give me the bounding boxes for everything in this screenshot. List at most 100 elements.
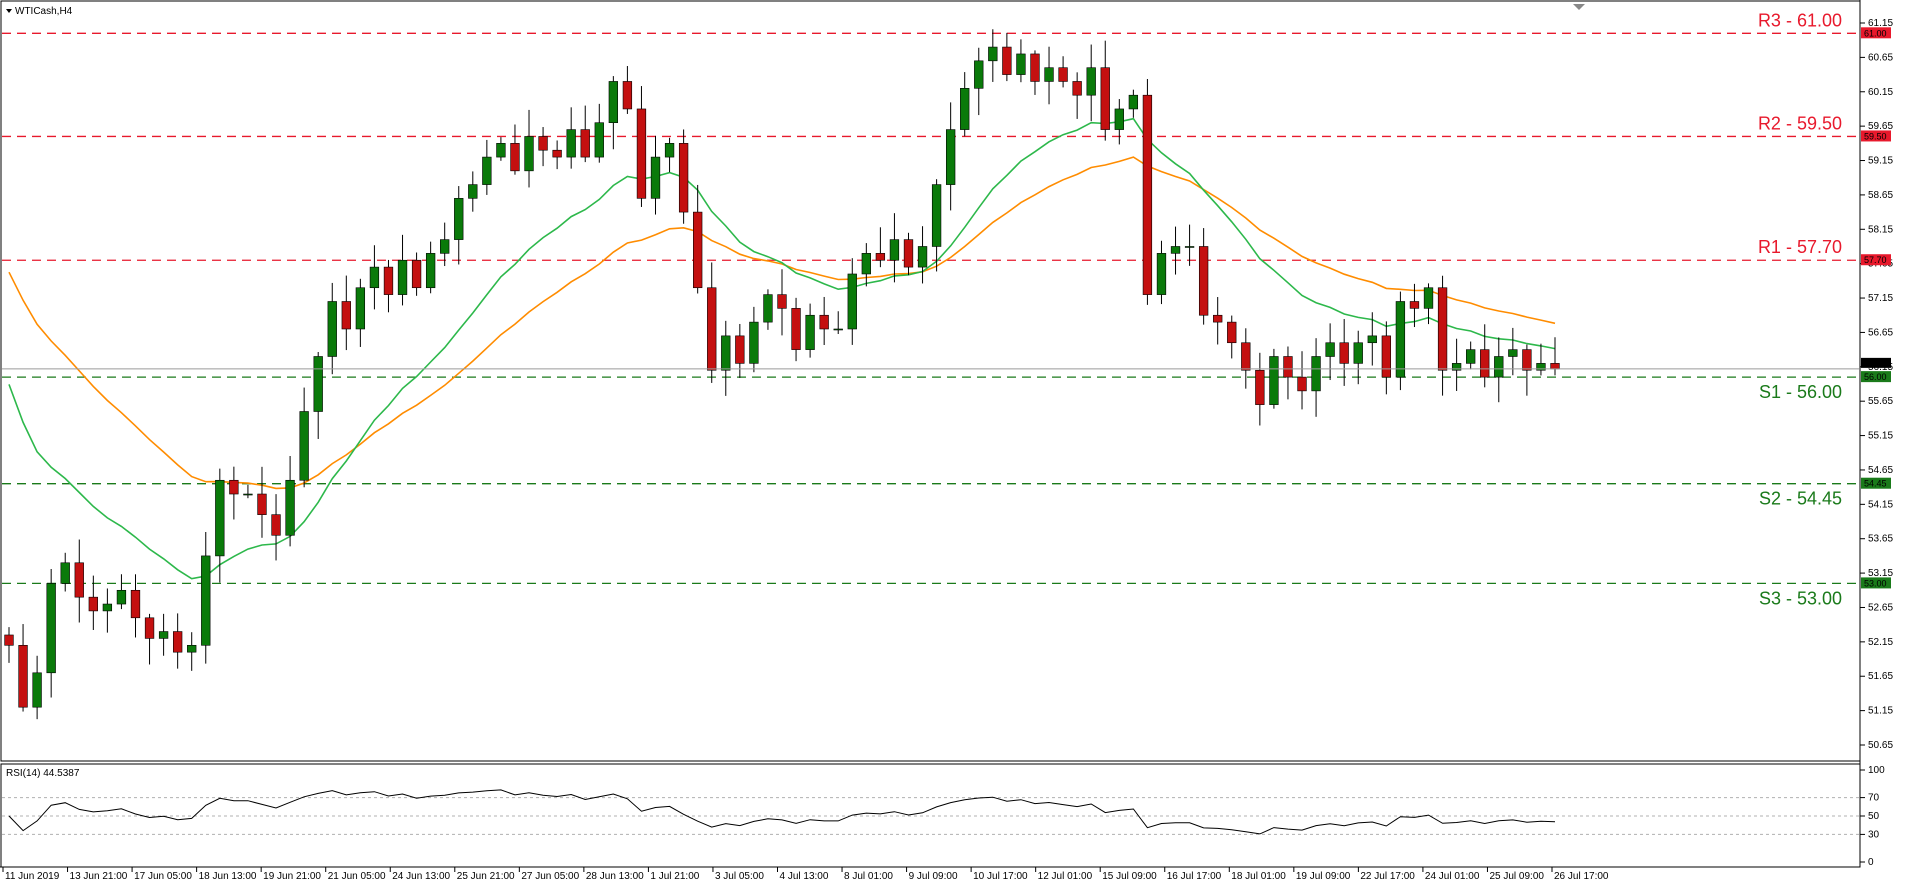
rsi-y-tick-label: 70 [1868, 793, 1880, 804]
candle-body [988, 46, 998, 62]
candle-body [60, 562, 70, 584]
candle-body [369, 266, 380, 289]
rsi-y-tick-label: 30 [1868, 829, 1880, 840]
x-tick-label: 24 Jun 13:00 [392, 871, 450, 882]
candle-body [1353, 342, 1363, 364]
candle-body [116, 589, 127, 605]
candle-body [608, 81, 619, 124]
candle-body [1198, 246, 1209, 316]
y-tick-label: 51.65 [1868, 671, 1893, 682]
candle-body [468, 184, 478, 199]
candle-body [18, 644, 28, 708]
candle-body [960, 88, 970, 130]
x-tick-label: 4 Jul 13:00 [780, 871, 829, 882]
candle-body [1241, 342, 1251, 371]
y-tick-label: 53.15 [1868, 568, 1893, 579]
candle-body [819, 314, 829, 330]
y-tick-label: 60.15 [1868, 87, 1893, 98]
x-tick-label: 21 Jun 05:00 [328, 871, 386, 882]
candle-body [172, 631, 183, 653]
candle-body [74, 562, 84, 598]
y-tick-label: 53.65 [1868, 534, 1893, 545]
candle-body [144, 617, 155, 639]
x-tick-label: 22 Jul 17:00 [1360, 871, 1415, 882]
x-tick-label: 19 Jul 09:00 [1296, 871, 1351, 882]
level-price-tag [1861, 577, 1891, 589]
candle-body [1030, 53, 1040, 82]
candle-body [355, 287, 366, 330]
candle-body [777, 294, 787, 309]
candle-body [664, 143, 675, 158]
x-tick-label: 16 Jul 17:00 [1167, 871, 1222, 882]
candle-body [130, 589, 141, 619]
time-axis: 11 Jun 2019 13 Jun 21:00 17 Jun 05:00 18 Ju… [0, 866, 1860, 882]
x-tick-label: 12 Jul 01:00 [1038, 871, 1093, 882]
candle-body [1367, 335, 1377, 344]
candle-body [1325, 342, 1335, 357]
x-tick-label: 11 Jun 2019 [5, 871, 60, 882]
candle-body [636, 108, 647, 199]
x-tick-label: 13 Jun 21:00 [70, 871, 128, 882]
x-tick-label: 8 Jul 01:00 [844, 871, 893, 882]
candle-body [1170, 246, 1181, 254]
x-tick-label: 25 Jun 21:00 [457, 871, 515, 882]
y-tick-label: 54.15 [1868, 499, 1893, 510]
moving-averages [8, 117, 1556, 580]
x-tick-label: 18 Jul 01:00 [1231, 871, 1286, 882]
candle-body [1128, 94, 1139, 110]
candle-body [510, 143, 520, 172]
candle-body [1213, 314, 1223, 323]
level-price-tag-label: 59.50 [1864, 131, 1887, 141]
candle-body [102, 603, 113, 612]
candle-body [32, 672, 42, 708]
level-price-tag [1861, 371, 1891, 383]
candle-body [917, 246, 928, 268]
x-tick-label: 3 Jul 05:00 [715, 871, 764, 882]
y-tick-label: 60.65 [1868, 52, 1893, 63]
candles [2, 29, 1859, 720]
candle-body [1339, 342, 1349, 364]
candle-body [46, 583, 56, 674]
y-tick-label: 55.15 [1868, 431, 1893, 442]
candle-body [552, 149, 562, 158]
y-tick-label: 54.65 [1868, 465, 1893, 476]
candle-body [1508, 349, 1518, 357]
candle-body [1437, 287, 1448, 371]
candle-body [1466, 349, 1476, 364]
candle-body [833, 328, 843, 331]
x-tick-label: 27 Jun 05:00 [521, 871, 579, 882]
candle-body [327, 301, 337, 357]
candle-body [187, 644, 197, 653]
candle-body [889, 239, 900, 261]
candle-body [622, 81, 633, 110]
x-tick-label: 25 Jul 09:00 [1489, 871, 1544, 882]
ma-slow-line [8, 156, 1556, 490]
level-label: R2 - 59.50 [1758, 113, 1842, 133]
x-tick-label: 28 Jun 13:00 [586, 871, 644, 882]
y-tick-label: 52.65 [1868, 602, 1893, 613]
candle-body [411, 259, 422, 289]
candle-body [594, 122, 604, 158]
candle-body [974, 60, 984, 89]
candle-body [1269, 356, 1279, 405]
level-price-tag [1861, 27, 1891, 39]
candle-body [1451, 363, 1462, 371]
candle-body [650, 156, 661, 199]
rsi-y-tick-label: 0 [1868, 857, 1874, 868]
candle-body [243, 493, 253, 496]
level-price-tag [1861, 477, 1891, 489]
x-tick-label: 18 Jun 13:00 [199, 871, 257, 882]
candle-body [1044, 67, 1054, 82]
candle-body [1550, 363, 1560, 370]
candle-body [1255, 369, 1265, 405]
x-tick-label: 1 Jul 21:00 [650, 871, 699, 882]
candle-body [1100, 67, 1110, 130]
y-tick-label: 55.65 [1868, 396, 1893, 407]
chart-menu-triangle-icon[interactable] [6, 9, 12, 13]
ma-fast-line [8, 117, 1556, 580]
level-price-tags: 61.00 59.50 57.70 56.00 54.45 53.00 56.12 [1861, 27, 1891, 589]
candle-body [440, 239, 450, 254]
candle-body [1494, 356, 1504, 378]
level-label: S2 - 54.45 [1759, 489, 1842, 509]
